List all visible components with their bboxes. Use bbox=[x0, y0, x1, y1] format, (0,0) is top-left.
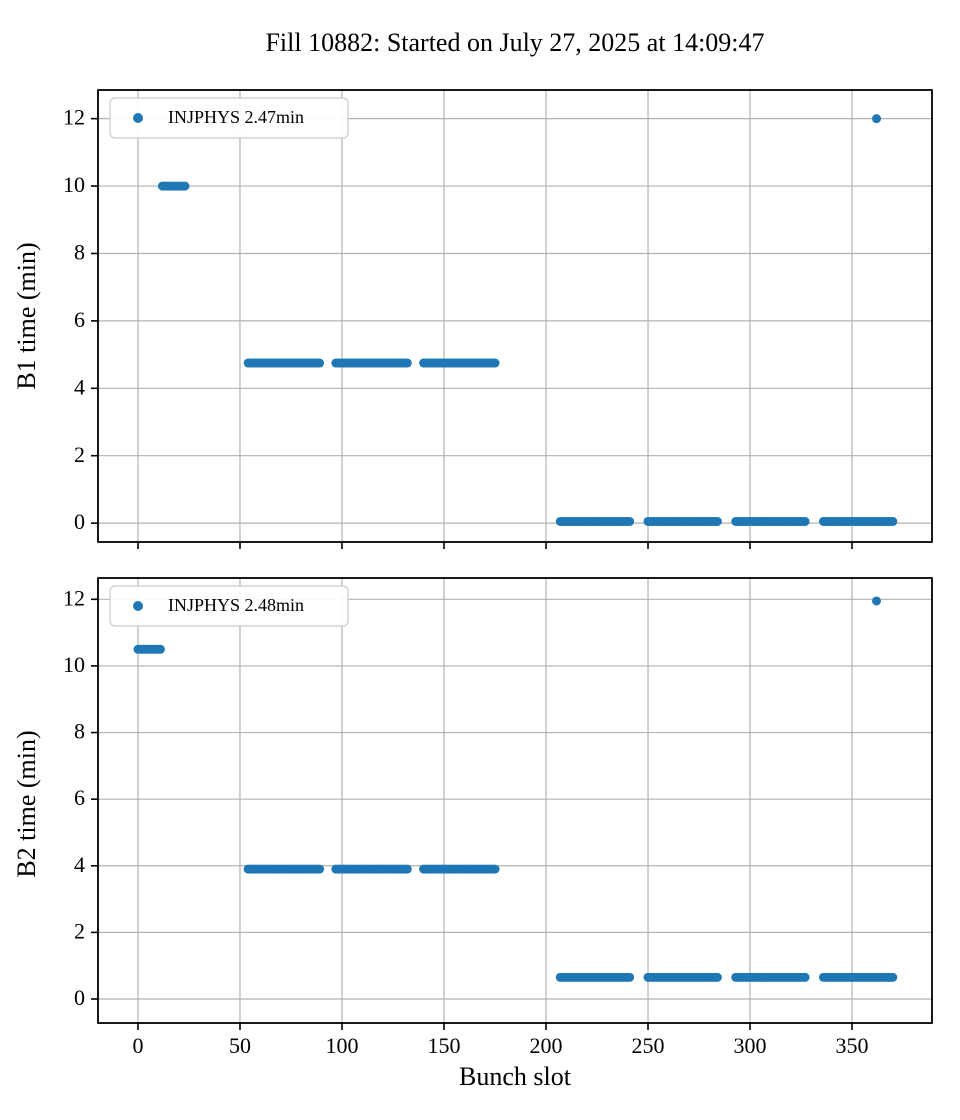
axes-background bbox=[98, 578, 932, 1023]
y-tick-label: 10 bbox=[63, 652, 85, 677]
data-point bbox=[402, 864, 412, 874]
x-tick-label: 100 bbox=[325, 1033, 358, 1058]
y-tick-label: 2 bbox=[74, 918, 85, 943]
y-tick-label: 12 bbox=[63, 105, 85, 130]
y-axis-label-b1: B1 time (min) bbox=[12, 242, 41, 390]
data-point bbox=[490, 358, 500, 368]
y-tick-label: 4 bbox=[74, 852, 85, 877]
y-tick-label: 0 bbox=[74, 509, 85, 534]
legend-label: INJPHYS 2.47min bbox=[168, 107, 304, 127]
data-point bbox=[155, 644, 165, 654]
x-tick-label: 200 bbox=[530, 1033, 563, 1058]
data-point bbox=[888, 972, 898, 982]
x-tick-label: 150 bbox=[428, 1033, 461, 1058]
outlier-point bbox=[872, 114, 882, 124]
outlier-point bbox=[872, 596, 882, 606]
y-tick-label: 8 bbox=[74, 240, 85, 265]
x-tick-label: 350 bbox=[836, 1033, 869, 1058]
legend-marker bbox=[133, 601, 143, 611]
legend-box bbox=[109, 585, 349, 627]
data-point bbox=[180, 181, 190, 191]
y-tick-label: 10 bbox=[63, 172, 85, 197]
y-tick-label: 12 bbox=[63, 585, 85, 610]
x-tick-label: 50 bbox=[229, 1033, 251, 1058]
data-point bbox=[625, 972, 635, 982]
data-point bbox=[625, 516, 635, 526]
x-tick-label: 300 bbox=[734, 1033, 767, 1058]
data-point bbox=[800, 516, 810, 526]
data-point bbox=[800, 972, 810, 982]
y-tick-label: 8 bbox=[74, 719, 85, 744]
data-point bbox=[402, 358, 412, 368]
axes-frame bbox=[97, 89, 933, 543]
y-tick-label: 6 bbox=[74, 785, 85, 810]
data-point bbox=[315, 358, 325, 368]
x-tick-label: 0 bbox=[132, 1033, 143, 1058]
legend-marker bbox=[133, 113, 143, 123]
data-point bbox=[712, 972, 722, 982]
x-axis-label: Bunch slot bbox=[459, 1062, 571, 1091]
chart-title: Fill 10882: Started on July 27, 2025 at … bbox=[265, 28, 765, 57]
y-tick-label: 4 bbox=[74, 374, 85, 399]
legend-label: INJPHYS 2.48min bbox=[168, 595, 304, 615]
x-tick-label: 250 bbox=[632, 1033, 665, 1058]
y-axis-label-b2: B2 time (min) bbox=[12, 730, 41, 878]
y-tick-label: 2 bbox=[74, 442, 85, 467]
data-point bbox=[490, 864, 500, 874]
y-tick-label: 6 bbox=[74, 307, 85, 332]
data-point bbox=[888, 516, 898, 526]
legend-box bbox=[109, 97, 349, 139]
axes-frame bbox=[97, 577, 933, 1024]
y-tick-label: 0 bbox=[74, 985, 85, 1010]
data-point bbox=[315, 864, 325, 874]
axes-background bbox=[98, 90, 932, 542]
data-point bbox=[712, 516, 722, 526]
